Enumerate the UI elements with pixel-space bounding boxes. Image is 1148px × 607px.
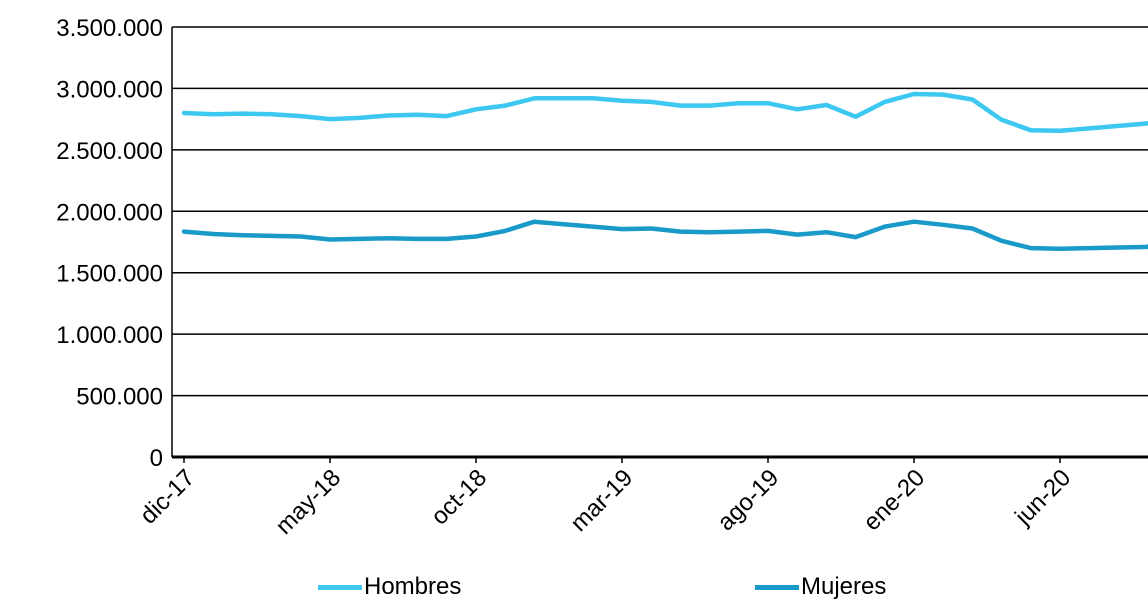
y-tick-label: 500.000 [76,384,163,411]
y-tick-label: 3.500.000 [56,15,163,42]
y-tick-label: 3.000.000 [56,76,163,103]
y-tick-label: 1.000.000 [56,322,163,349]
label-layer: 0 500.000 1.000.000 1.500.000 2.000.000 2.500… [56,15,1076,540]
legend-label-mujeres: Mujeres [801,573,887,600]
series-layer [181,91,1148,252]
y-tick-label: 1.500.000 [56,261,163,288]
legend-item-mujeres: Mujeres [755,572,886,602]
legend-label-hombres: Hombres [364,573,462,600]
y-tick-label: 0 [150,445,163,472]
legend-swatch-hombres [318,584,362,590]
x-tick-label: dic-17 [135,464,200,529]
series-line-mujeres [181,219,1148,252]
x-tick-label: oct-18 [426,464,492,530]
legend-item-hombres: Hombres [318,572,461,602]
series-line-hombres [181,91,1148,134]
y-tick-label: 2.500.000 [56,138,163,165]
x-tick-label: may-18 [271,464,347,540]
x-tick-label: ago-19 [712,464,784,536]
x-tick-label: mar-19 [565,464,638,537]
legend-swatch-mujeres [755,584,799,590]
x-tick-label: jun-20 [1009,464,1076,531]
grid-layer [172,26,1148,397]
y-tick-label: 2.000.000 [56,199,163,226]
x-tick-label: ene-20 [858,464,930,536]
axis-layer [171,27,1148,463]
